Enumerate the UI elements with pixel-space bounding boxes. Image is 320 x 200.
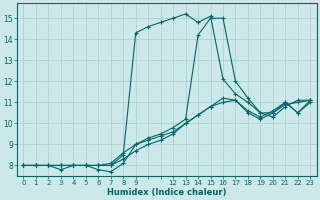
X-axis label: Humidex (Indice chaleur): Humidex (Indice chaleur) (107, 188, 227, 197)
